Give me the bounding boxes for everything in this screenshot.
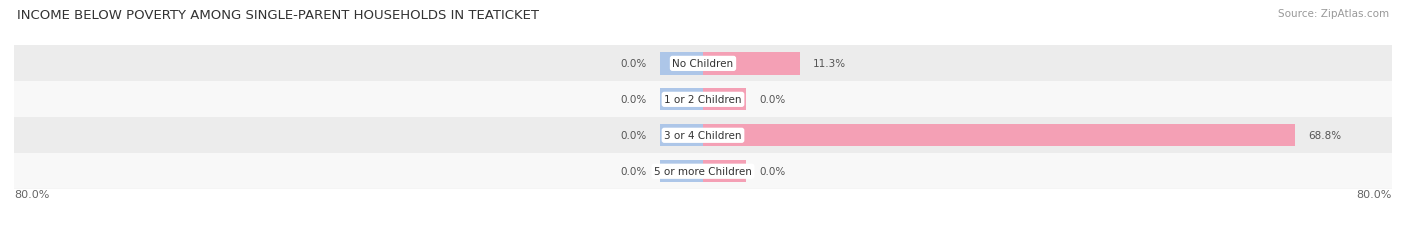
Text: 3 or 4 Children: 3 or 4 Children — [664, 131, 742, 141]
Bar — [659, 125, 703, 147]
Bar — [703, 125, 1295, 147]
Bar — [14, 46, 1392, 82]
Bar — [659, 89, 703, 111]
Bar — [703, 160, 747, 183]
Bar — [659, 160, 703, 183]
Text: 0.0%: 0.0% — [759, 167, 785, 176]
Text: 0.0%: 0.0% — [621, 167, 647, 176]
Text: 1 or 2 Children: 1 or 2 Children — [664, 95, 742, 105]
Text: 11.3%: 11.3% — [813, 59, 846, 69]
Bar — [703, 89, 747, 111]
Bar — [659, 53, 703, 75]
Text: INCOME BELOW POVERTY AMONG SINGLE-PARENT HOUSEHOLDS IN TEATICKET: INCOME BELOW POVERTY AMONG SINGLE-PARENT… — [17, 9, 538, 22]
Text: Source: ZipAtlas.com: Source: ZipAtlas.com — [1278, 9, 1389, 19]
Text: 80.0%: 80.0% — [1357, 189, 1392, 199]
Text: 0.0%: 0.0% — [621, 59, 647, 69]
Bar — [14, 154, 1392, 189]
Bar — [703, 53, 800, 75]
Text: 68.8%: 68.8% — [1309, 131, 1341, 141]
Text: 0.0%: 0.0% — [759, 95, 785, 105]
Text: 80.0%: 80.0% — [14, 189, 49, 199]
Text: 0.0%: 0.0% — [621, 131, 647, 141]
Text: 5 or more Children: 5 or more Children — [654, 167, 752, 176]
Text: No Children: No Children — [672, 59, 734, 69]
Text: 0.0%: 0.0% — [621, 95, 647, 105]
Bar — [14, 118, 1392, 154]
Bar — [14, 82, 1392, 118]
